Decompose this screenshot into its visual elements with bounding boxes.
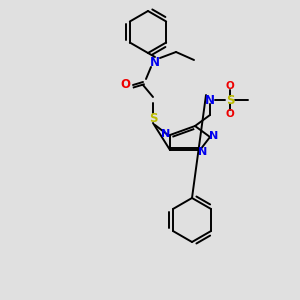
Text: N: N xyxy=(150,56,160,68)
Text: N: N xyxy=(161,129,171,139)
Text: N: N xyxy=(198,147,208,157)
Text: S: S xyxy=(149,112,157,124)
Text: O: O xyxy=(120,79,130,92)
Text: N: N xyxy=(205,94,215,106)
Text: O: O xyxy=(226,81,234,91)
Text: N: N xyxy=(209,131,219,141)
Text: O: O xyxy=(226,109,234,119)
Text: S: S xyxy=(226,94,234,106)
